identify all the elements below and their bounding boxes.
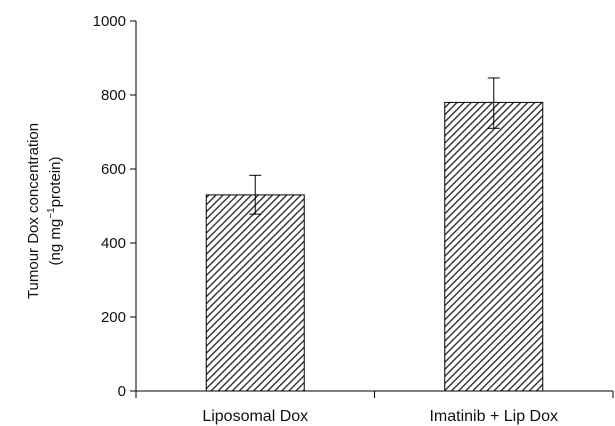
- y-tick-label-2: 400: [101, 235, 126, 252]
- plot-area: 0 200 400 600 800 1000 Liposomal Dox Imatinib +…: [93, 13, 614, 425]
- y-axis-unit-prefix: (ng mg: [47, 219, 64, 266]
- y-axis-unit-suffix: protein): [47, 157, 64, 208]
- x-category-label-0: Liposomal Dox: [202, 408, 308, 425]
- y-tick-label-0: 0: [118, 383, 126, 400]
- bar-1: [444, 101, 544, 392]
- x-category-label-1: Imatinib + Lip Dox: [429, 408, 558, 425]
- y-tick-label-1: 200: [101, 309, 126, 326]
- y-axis-title-line2: (ng mg−1protein): [46, 157, 64, 266]
- y-tick-label-3: 600: [101, 161, 126, 178]
- y-axis-unit-superscript: −1: [46, 207, 57, 219]
- y-axis-title: Tumour Dox concentration (ng mg−1protein…: [25, 123, 64, 299]
- bar-0: [205, 194, 305, 392]
- y-tick-label-5: 1000: [93, 13, 126, 30]
- y-tick-label-4: 800: [101, 87, 126, 104]
- y-axis-title-line1: Tumour Dox concentration: [25, 123, 42, 299]
